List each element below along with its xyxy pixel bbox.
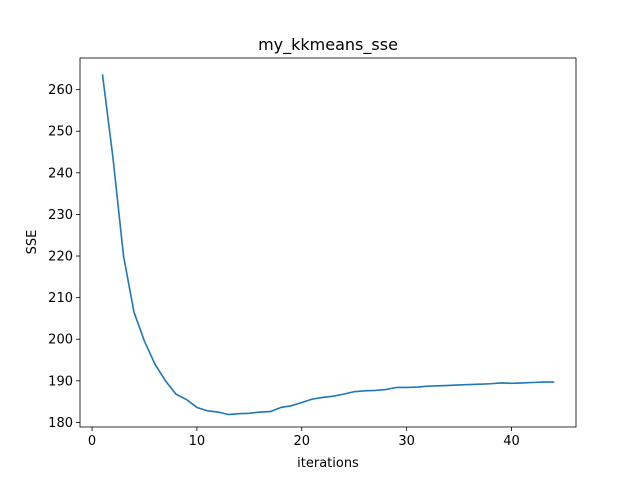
y-tick-label: 210 (48, 291, 73, 306)
y-tick-label: 250 (48, 125, 73, 140)
x-tick-label: 10 (189, 434, 206, 449)
plot-frame (79, 57, 577, 428)
plot-area: 0 10 20 30 40 180 190 200 210 220 230 240 250 260 (48, 57, 577, 449)
y-tick-label: 260 (48, 83, 73, 98)
y-axis-label: SSE (25, 230, 40, 255)
sse-series-line (101, 74, 555, 416)
y-tick-label: 230 (48, 208, 73, 223)
x-tick-label: 40 (503, 434, 520, 449)
y-tick-label: 220 (48, 250, 73, 265)
y-tick-label: 200 (48, 333, 73, 348)
chart-title: my_kkmeans_sse (258, 35, 398, 55)
y-tick-label: 240 (48, 166, 73, 181)
x-tick-label: 30 (398, 434, 415, 449)
x-tick-label: 0 (88, 434, 96, 449)
x-axis-label: iterations (297, 456, 359, 471)
x-tick-label: 20 (294, 434, 311, 449)
y-tick-label: 190 (48, 374, 73, 389)
y-tick-label: 180 (48, 416, 73, 431)
